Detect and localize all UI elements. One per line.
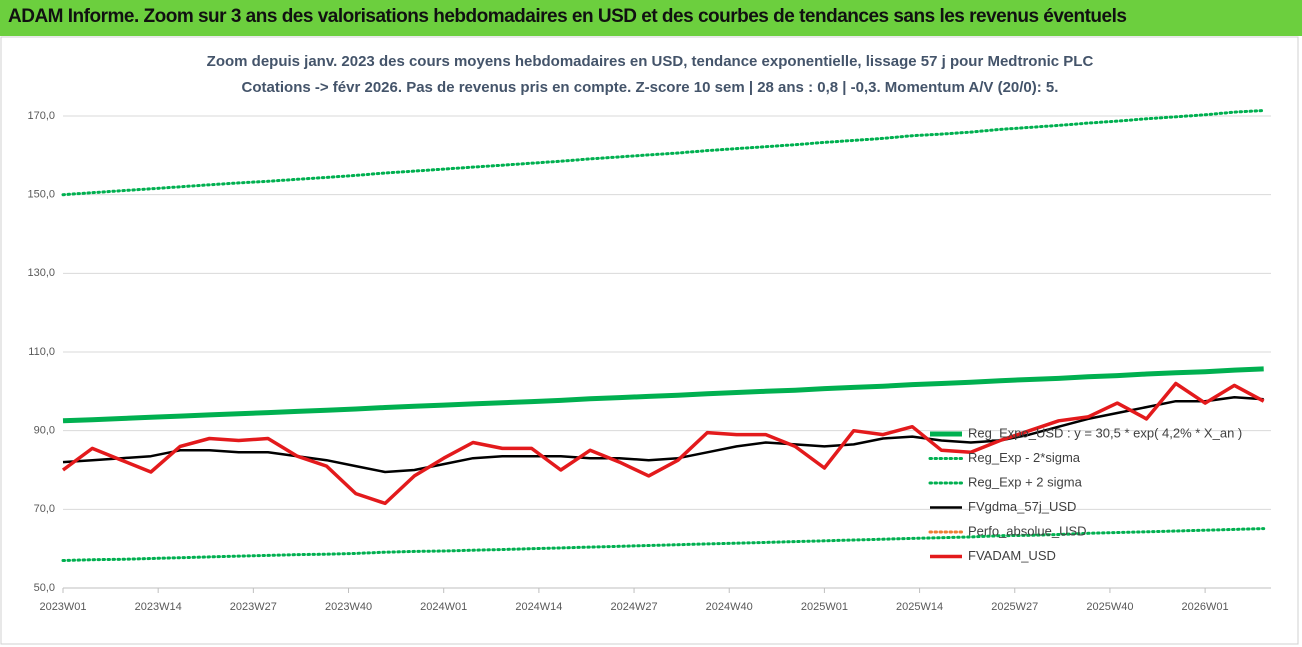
- x-tick-label: 2024W01: [420, 601, 467, 613]
- legend-label: Reg_Exp - 2*sigma: [968, 450, 1081, 465]
- series-line: [62, 395, 1264, 474]
- x-tick-label: 2025W14: [896, 601, 943, 613]
- header-bar: ADAM Informe. Zoom sur 3 ans des valoris…: [0, 0, 1302, 36]
- x-tick-label: 2025W01: [801, 601, 848, 613]
- y-tick-label: 90,0: [34, 425, 55, 437]
- x-tick-label: 2024W27: [611, 601, 658, 613]
- x-tick-label: 2025W40: [1086, 601, 1133, 613]
- series-line: [61, 381, 1265, 506]
- y-tick-label: 130,0: [27, 267, 55, 279]
- legend-label: FVgdma_57j_USD: [968, 499, 1076, 514]
- y-tick-label: 110,0: [28, 346, 55, 358]
- legend-label: Reg_Exp + 2 sigma: [968, 474, 1083, 489]
- header-title: ADAM Informe. Zoom sur 3 ans des valoris…: [8, 6, 1127, 27]
- legend-label: FVADAM_USD: [968, 548, 1056, 563]
- y-tick-label: 50,0: [34, 582, 55, 594]
- x-tick-label: 2025W27: [991, 601, 1038, 613]
- legend-label: Perfo_absolue_USD: [968, 523, 1087, 538]
- chart-subtitle: Cotations -> févr 2026. Pas de revenus p…: [242, 79, 1059, 96]
- chart-frame: [0, 36, 1299, 645]
- x-tick-label: 2026W01: [1182, 601, 1229, 613]
- series-line: [61, 109, 1266, 197]
- y-tick-label: 150,0: [27, 189, 55, 201]
- chart: Zoom depuis janv. 2023 des cours moyens …: [0, 36, 1299, 645]
- x-tick-label: 2023W01: [39, 601, 86, 613]
- legend-label: Reg_Expo_USD : y = 30,5 * exp( 4,2% * X_…: [968, 425, 1242, 440]
- series-line: [61, 527, 1266, 562]
- x-tick-label: 2024W40: [706, 601, 753, 613]
- y-tick-label: 70,0: [34, 503, 55, 515]
- x-tick-label: 2023W40: [325, 601, 372, 613]
- x-tick-label: 2024W14: [515, 601, 562, 613]
- series-line: [62, 366, 1264, 424]
- x-tick-label: 2023W27: [230, 601, 277, 613]
- y-tick-label: 170,0: [27, 110, 55, 122]
- chart-title: Zoom depuis janv. 2023 des cours moyens …: [207, 53, 1094, 70]
- x-tick-label: 2023W14: [135, 601, 182, 613]
